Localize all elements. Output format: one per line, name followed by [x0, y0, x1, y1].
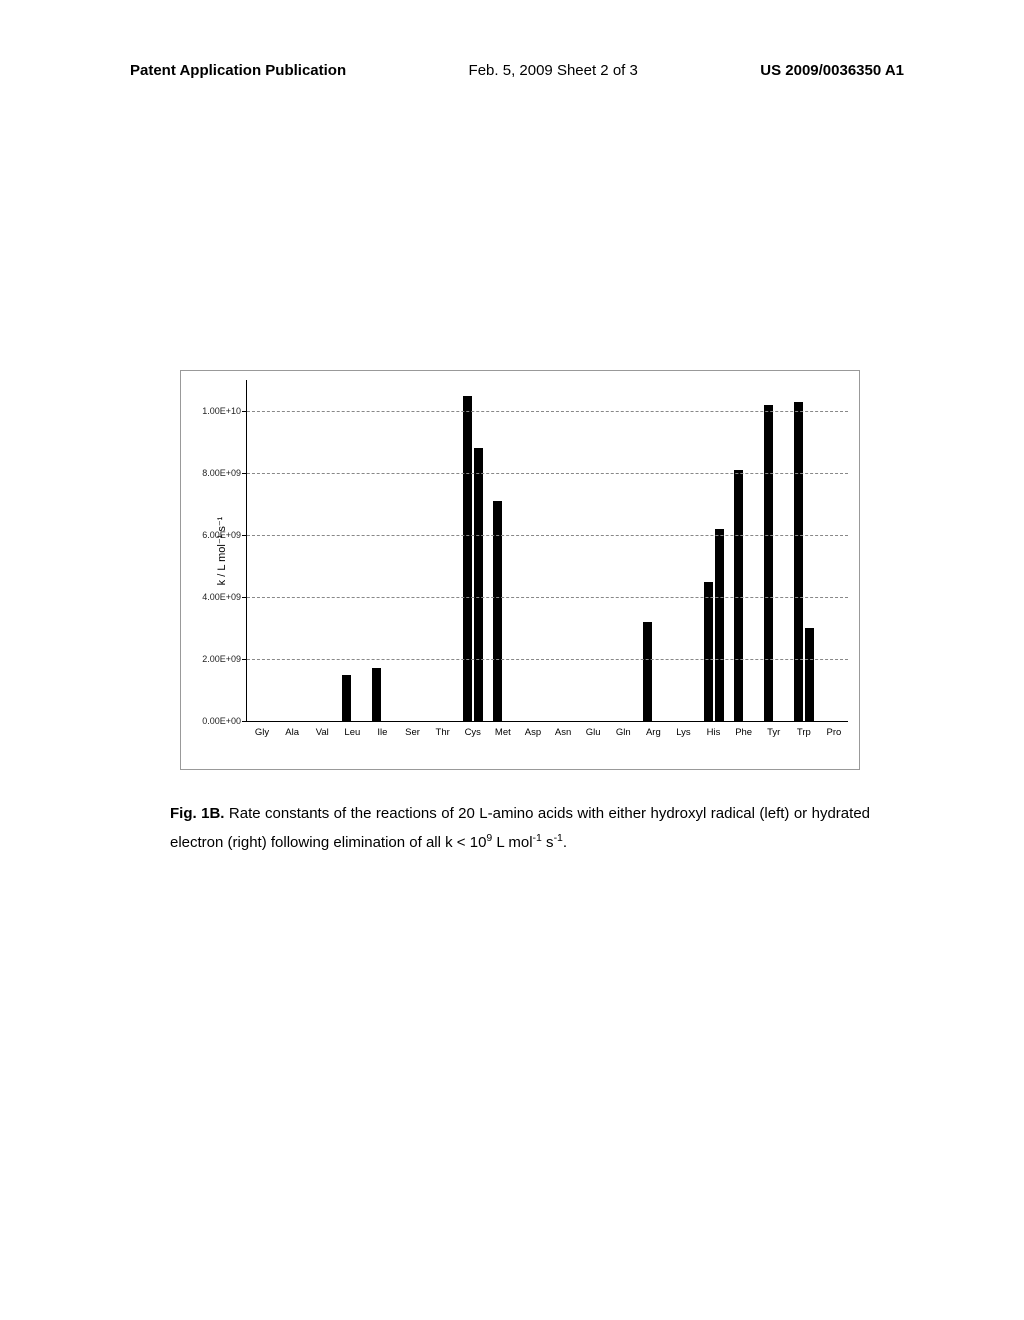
x-tick-label: Pro	[827, 727, 842, 738]
header-right: US 2009/0036350 A1	[760, 62, 904, 79]
caption-text-4: .	[563, 834, 567, 851]
category-group: Asn	[549, 380, 577, 721]
x-tick-label: Thr	[436, 727, 450, 738]
category-group: Lys	[669, 380, 697, 721]
category-group: Met	[489, 380, 517, 721]
y-tick-label: 2.00E+09	[202, 654, 241, 664]
header-center: Feb. 5, 2009 Sheet 2 of 3	[469, 62, 638, 79]
x-tick-label: Lys	[676, 727, 690, 738]
figure-caption: Fig. 1B. Rate constants of the reactions…	[170, 800, 870, 857]
gridline	[247, 535, 848, 536]
category-group: Tyr	[760, 380, 788, 721]
category-group: Ala	[278, 380, 306, 721]
category-group: Ser	[399, 380, 427, 721]
header-left: Patent Application Publication	[130, 62, 346, 79]
x-tick-label: Ala	[285, 727, 299, 738]
y-tick-label: 0.00E+00	[202, 716, 241, 726]
y-tick-mark	[242, 721, 247, 722]
category-group: Gly	[248, 380, 276, 721]
bar-hydroxyl	[734, 470, 743, 721]
gridline	[247, 411, 848, 412]
bar-electron	[715, 529, 724, 721]
y-tick-mark	[242, 535, 247, 536]
category-group: Leu	[338, 380, 366, 721]
y-tick-label: 1.00E+10	[202, 406, 241, 416]
category-group: Phe	[730, 380, 758, 721]
bar-hydroxyl	[463, 396, 472, 722]
rate-constants-chart: k / L mol⁻¹ s⁻¹ GlyAlaValLeuIleSerThrCys…	[180, 370, 860, 770]
category-group: Pro	[820, 380, 848, 721]
x-tick-label: Val	[316, 727, 329, 738]
patent-page: Patent Application Publication Feb. 5, 2…	[0, 0, 1024, 1320]
bar-hydroxyl	[704, 582, 713, 722]
category-group: Val	[308, 380, 336, 721]
y-tick-label: 6.00E+09	[202, 530, 241, 540]
bar-hydroxyl	[493, 501, 502, 721]
x-tick-label: Trp	[797, 727, 811, 738]
x-tick-label: Gln	[616, 727, 631, 738]
caption-sup-2: -1	[533, 832, 542, 844]
x-tick-label: Glu	[586, 727, 601, 738]
y-axis-label: k / L mol⁻¹ s⁻¹	[215, 516, 228, 585]
x-tick-label: Ser	[405, 727, 420, 738]
category-group: His	[700, 380, 728, 721]
category-group: Glu	[579, 380, 607, 721]
category-group: Gln	[609, 380, 637, 721]
caption-text-3: s	[542, 834, 554, 851]
gridline	[247, 473, 848, 474]
gridline	[247, 659, 848, 660]
x-tick-label: Cys	[465, 727, 481, 738]
bar-hydroxyl	[342, 675, 351, 722]
x-tick-label: Tyr	[767, 727, 780, 738]
y-tick-mark	[242, 473, 247, 474]
x-tick-label: Phe	[735, 727, 752, 738]
figure-label: Fig. 1B.	[170, 805, 224, 822]
x-tick-label: His	[707, 727, 721, 738]
plot-area: k / L mol⁻¹ s⁻¹ GlyAlaValLeuIleSerThrCys…	[246, 380, 848, 722]
category-group: Asp	[519, 380, 547, 721]
x-tick-label: Asn	[555, 727, 571, 738]
category-group: Cys	[459, 380, 487, 721]
category-group: Trp	[790, 380, 818, 721]
y-tick-mark	[242, 659, 247, 660]
caption-sup-3: -1	[554, 832, 563, 844]
bar-hydroxyl	[764, 405, 773, 721]
category-group: Thr	[429, 380, 457, 721]
y-tick-label: 8.00E+09	[202, 468, 241, 478]
bars-container: GlyAlaValLeuIleSerThrCysMetAspAsnGluGlnA…	[247, 380, 848, 721]
gridline	[247, 597, 848, 598]
category-group: Ile	[368, 380, 396, 721]
x-tick-label: Ile	[377, 727, 387, 738]
bar-hydroxyl	[643, 622, 652, 721]
x-tick-label: Arg	[646, 727, 661, 738]
bar-hydroxyl	[794, 402, 803, 721]
y-tick-mark	[242, 411, 247, 412]
caption-text-2: L mol	[492, 834, 532, 851]
category-group: Arg	[639, 380, 667, 721]
x-tick-label: Leu	[344, 727, 360, 738]
bar-hydroxyl	[372, 668, 381, 721]
x-tick-label: Met	[495, 727, 511, 738]
y-tick-label: 4.00E+09	[202, 592, 241, 602]
x-tick-label: Asp	[525, 727, 541, 738]
x-tick-label: Gly	[255, 727, 269, 738]
bar-electron	[474, 448, 483, 721]
page-header: Patent Application Publication Feb. 5, 2…	[0, 62, 1024, 79]
y-tick-mark	[242, 597, 247, 598]
bar-electron	[805, 628, 814, 721]
